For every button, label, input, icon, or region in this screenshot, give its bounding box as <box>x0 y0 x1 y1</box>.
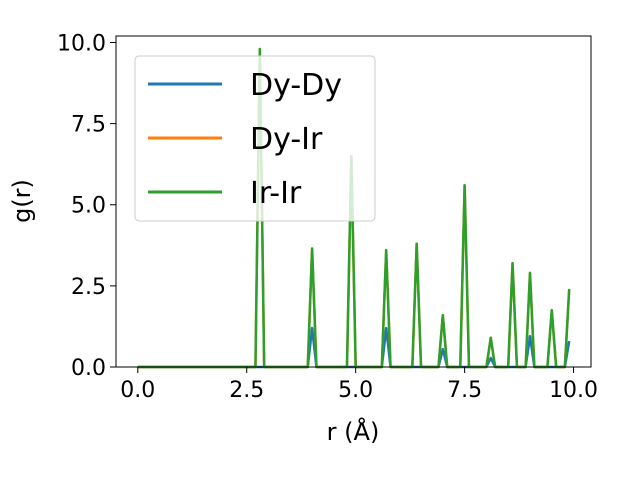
y-tick-label: 2.5 <box>71 275 106 300</box>
legend-items: Dy-Dy Dy-Ir Ir-Ir <box>148 68 342 211</box>
x-tick-label: 2.5 <box>229 378 264 403</box>
tick-layer: 0.0 2.5 5.0 7.5 10.0 0.0 2.5 5.0 7.5 10.0 <box>57 31 598 403</box>
x-tick-label: 0.0 <box>120 378 155 403</box>
x-axis-label: r (Å) <box>327 417 380 446</box>
legend-label-dy-ir: Dy-Ir <box>250 122 323 157</box>
x-tick-label: 10.0 <box>549 378 598 403</box>
legend-label-dy-dy: Dy-Dy <box>250 68 342 103</box>
y-tick-label: 7.5 <box>71 113 106 138</box>
legend-label-ir-ir: Ir-Ir <box>250 176 302 211</box>
y-tick-label: 10.0 <box>57 31 106 56</box>
legend: Dy-Dy Dy-Ir Ir-Ir <box>134 55 376 222</box>
plot-frame <box>115 35 592 368</box>
x-tick-label: 5.0 <box>338 378 373 403</box>
y-tick-label: 5.0 <box>71 194 106 219</box>
x-tick-label: 7.5 <box>447 378 482 403</box>
y-axis-label: g(r) <box>8 179 36 223</box>
legend-box <box>134 55 376 222</box>
y-tick-label: 0.0 <box>71 356 106 381</box>
